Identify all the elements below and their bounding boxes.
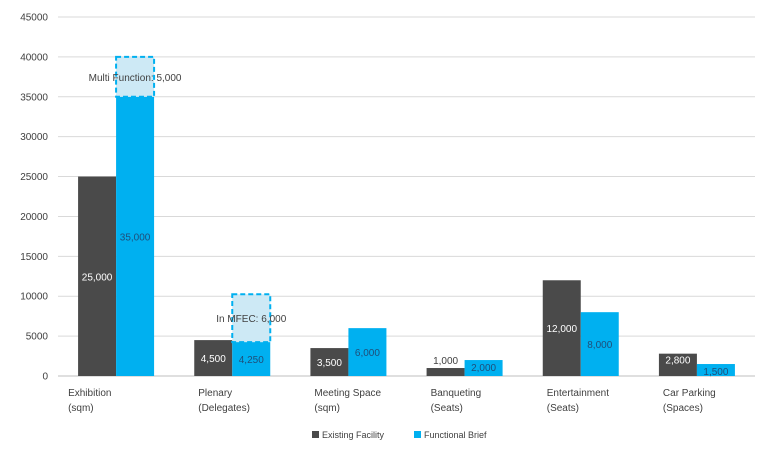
x-category-label: Exhibition (68, 388, 111, 399)
y-tick-label: 5000 (26, 332, 49, 343)
y-tick-label: 10000 (20, 292, 48, 303)
bar-functional-brief (232, 342, 271, 376)
stacked-extras: Multi Function: 5,000 In MFEC: 6,000 (89, 55, 287, 344)
data-label: 8,000 (587, 340, 612, 351)
bars (78, 96, 735, 377)
x-category-label: (Spaces) (663, 403, 703, 414)
x-category-label: (sqm) (314, 403, 340, 414)
y-tick-label: 40000 (20, 52, 48, 63)
bar-existing-facility (310, 348, 349, 376)
data-label: 6,000 (355, 348, 380, 359)
bar-existing-facility (542, 280, 581, 376)
x-category-label: (sqm) (68, 403, 94, 414)
stacked-extra-label: In MFEC: 6,000 (216, 314, 286, 325)
gridlines (58, 16, 755, 377)
x-category-label: (Delegates) (198, 403, 250, 414)
data-label: 35,000 (120, 232, 151, 243)
data-label: 1,000 (433, 356, 458, 367)
data-label: 12,000 (546, 324, 577, 335)
bar-existing-facility (194, 340, 233, 376)
y-tick-label: 45000 (20, 13, 48, 24)
data-label: 2,800 (665, 356, 690, 367)
y-tick-label: 25000 (20, 172, 48, 183)
data-label: 3,500 (317, 358, 342, 369)
stacked-extra-box (231, 293, 272, 344)
bar-existing-facility (426, 368, 465, 376)
bar-existing-facility (658, 353, 697, 376)
x-category-label: (Seats) (431, 403, 463, 414)
y-tick-label: 0 (42, 372, 48, 383)
data-label: 1,500 (703, 367, 728, 378)
bar-functional-brief (348, 328, 387, 376)
data-label: 2,000 (471, 363, 496, 374)
y-tick-label: 35000 (20, 92, 48, 103)
legend-swatch-existing (312, 431, 319, 438)
data-label: 4,250 (239, 355, 264, 366)
y-tick-label: 30000 (20, 132, 48, 143)
bar-functional-brief (696, 364, 735, 376)
legend-label: Existing Facility (322, 430, 385, 440)
bar-functional-brief (116, 96, 155, 377)
data-label: 4,500 (201, 354, 226, 365)
stacked-extra-box (115, 55, 156, 98)
x-category-label: (Seats) (547, 403, 579, 414)
data-label: 25,000 (82, 272, 113, 283)
bar-functional-brief (580, 312, 619, 376)
legend-label: Functional Brief (424, 430, 487, 440)
legend: Existing Facility Functional Brief (312, 430, 487, 440)
bar-functional-brief (464, 360, 503, 376)
x-category-label: Plenary (198, 388, 232, 399)
stacked-extra-label: Multi Function: 5,000 (89, 73, 182, 84)
x-category-label: Banqueting (431, 388, 482, 399)
x-category-label: Entertainment (547, 388, 609, 399)
x-category-label: Meeting Space (314, 388, 381, 399)
data-labels: 25,000 4,500 3,500 1,000 12,000 2,800 35,000 4,… (82, 232, 729, 378)
legend-swatch-functional (414, 431, 421, 438)
y-tick-label: 15000 (20, 252, 48, 263)
bar-existing-facility (78, 176, 117, 376)
axes: 0 5000 10000 15000 20000 25000 30000 35000 40000… (20, 13, 755, 414)
x-category-label: Car Parking (663, 388, 716, 399)
y-tick-label: 20000 (20, 212, 48, 223)
